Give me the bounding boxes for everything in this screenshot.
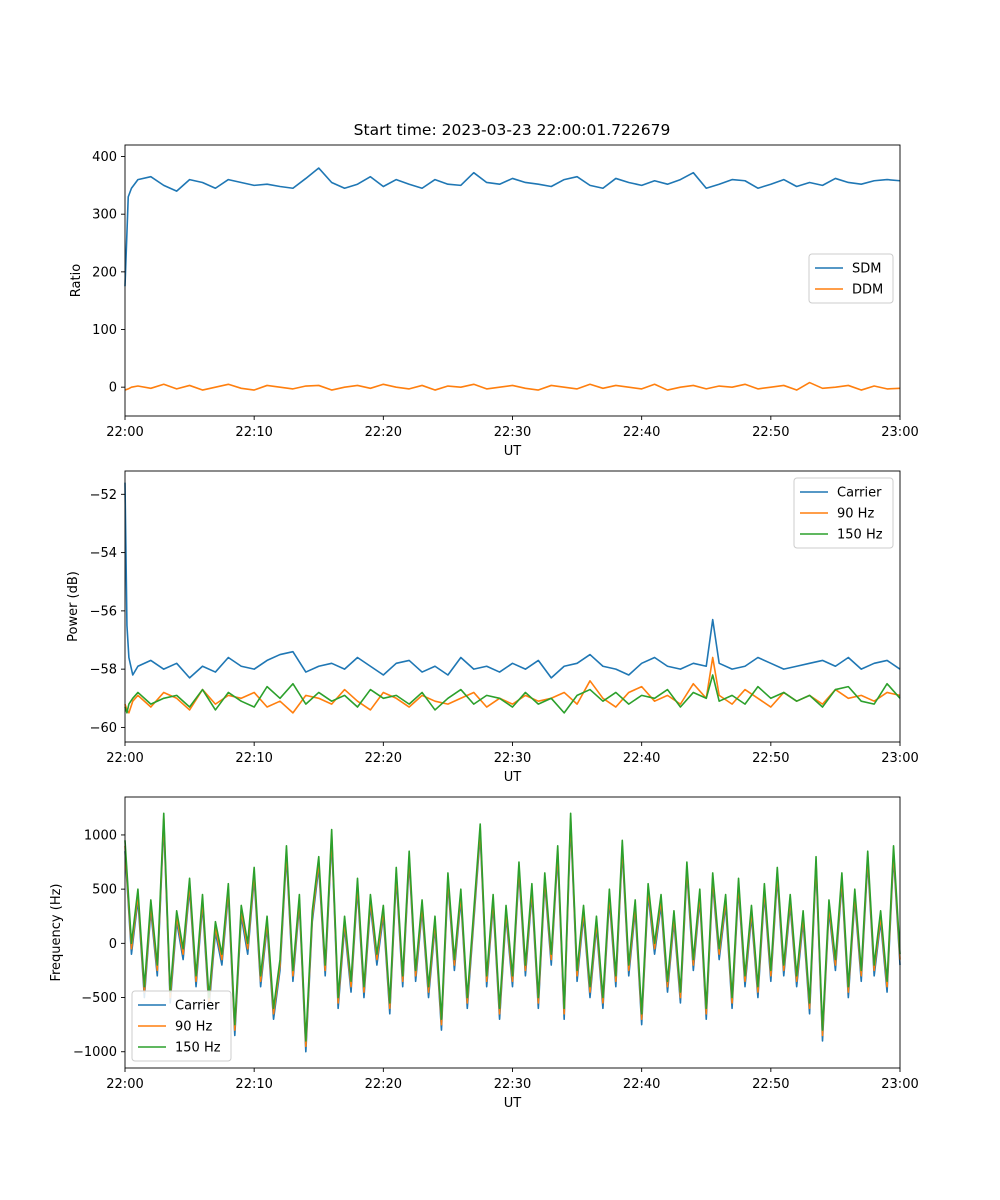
legend: SDM DDM <box>808 253 894 304</box>
y-tick-label: 300 <box>92 208 117 223</box>
y-tick-label: 0 <box>109 937 117 952</box>
legend: Carrier 90 Hz 150 Hz <box>131 990 232 1062</box>
figure-title: Start time: 2023-03-23 22:00:01.722679 <box>354 121 671 139</box>
x-tick-label: 22:50 <box>752 425 789 440</box>
x-tick-label: 22:30 <box>494 1077 531 1092</box>
y-tick-label: 500 <box>92 883 117 898</box>
legend: Carrier 90 Hz 150 Hz <box>793 477 894 549</box>
y-tick-label: −58 <box>90 663 117 678</box>
legend-label: 90 Hz <box>175 1020 212 1035</box>
legend-label: DDM <box>852 283 883 298</box>
legend-label: 90 Hz <box>837 507 874 522</box>
chart-panel-2: 22:00 22:10 22:20 22:30 22:40 22:50 23:00 −60 −5… <box>66 470 919 785</box>
chart-panel-1: 22:00 22:10 22:20 22:30 22:40 22:50 23:00 0 100 2… <box>69 144 919 459</box>
legend-label: Carrier <box>175 999 220 1014</box>
series-line-carrier <box>124 482 901 679</box>
legend-label: SDM <box>852 262 881 277</box>
x-tick-label: 22:00 <box>106 751 143 766</box>
x-tick-label: 22:00 <box>106 425 143 440</box>
y-tick-label: 0 <box>109 381 117 396</box>
series-line-150-hz <box>124 812 901 1042</box>
series-line-150-hz <box>124 674 901 714</box>
x-tick-label: 22:50 <box>752 751 789 766</box>
series-line-sdm <box>124 167 901 287</box>
y-tick-label: 1000 <box>84 828 117 843</box>
y-tick-label: −56 <box>90 604 117 619</box>
x-tick-label: 22:30 <box>494 425 531 440</box>
x-axis-label: UT <box>504 770 522 785</box>
x-tick-label: 22:10 <box>235 425 272 440</box>
x-tick-label: 22:40 <box>623 425 660 440</box>
x-tick-label: 22:40 <box>623 1077 660 1092</box>
y-tick-label: 200 <box>92 265 117 280</box>
y-tick-label: −60 <box>90 721 117 736</box>
x-tick-label: 22:10 <box>235 751 272 766</box>
legend-label: 150 Hz <box>175 1041 221 1056</box>
chart-panel-3: 22:00 22:10 22:20 22:30 22:40 22:50 23:00 −1000… <box>49 796 919 1111</box>
y-tick-label: 100 <box>92 323 117 338</box>
legend-label: Carrier <box>837 486 882 501</box>
legend-box <box>131 990 232 1062</box>
x-tick-label: 22:20 <box>365 1077 402 1092</box>
x-tick-label: 22:30 <box>494 751 531 766</box>
x-tick-label: 22:10 <box>235 1077 272 1092</box>
y-axis-label: Ratio <box>69 264 84 297</box>
legend-label: 150 Hz <box>837 528 883 543</box>
x-tick-label: 22:20 <box>365 425 402 440</box>
x-tick-label: 22:00 <box>106 1077 143 1092</box>
legend-box <box>808 253 894 304</box>
y-axis-label: Frequency (Hz) <box>49 883 64 981</box>
x-tick-label: 22:50 <box>752 1077 789 1092</box>
x-axis-label: UT <box>504 444 522 459</box>
legend-box <box>793 477 894 549</box>
y-axis-label: Power (dB) <box>66 571 81 642</box>
x-tick-label: 23:00 <box>881 751 918 766</box>
x-tick-label: 22:20 <box>365 751 402 766</box>
y-tick-label: −54 <box>90 546 117 561</box>
x-axis-label: UT <box>504 1096 522 1111</box>
y-tick-label: 400 <box>92 150 117 165</box>
x-tick-label: 23:00 <box>881 1077 918 1092</box>
y-tick-label: −52 <box>90 488 117 503</box>
y-tick-label: −1000 <box>73 1045 117 1060</box>
y-tick-label: −500 <box>81 991 117 1006</box>
series-line-ddm <box>124 381 901 391</box>
x-tick-label: 22:40 <box>623 751 660 766</box>
panels: 22:00 22:10 22:20 22:30 22:40 22:50 23:00 0 100 2… <box>49 144 919 1111</box>
x-tick-label: 23:00 <box>881 425 918 440</box>
